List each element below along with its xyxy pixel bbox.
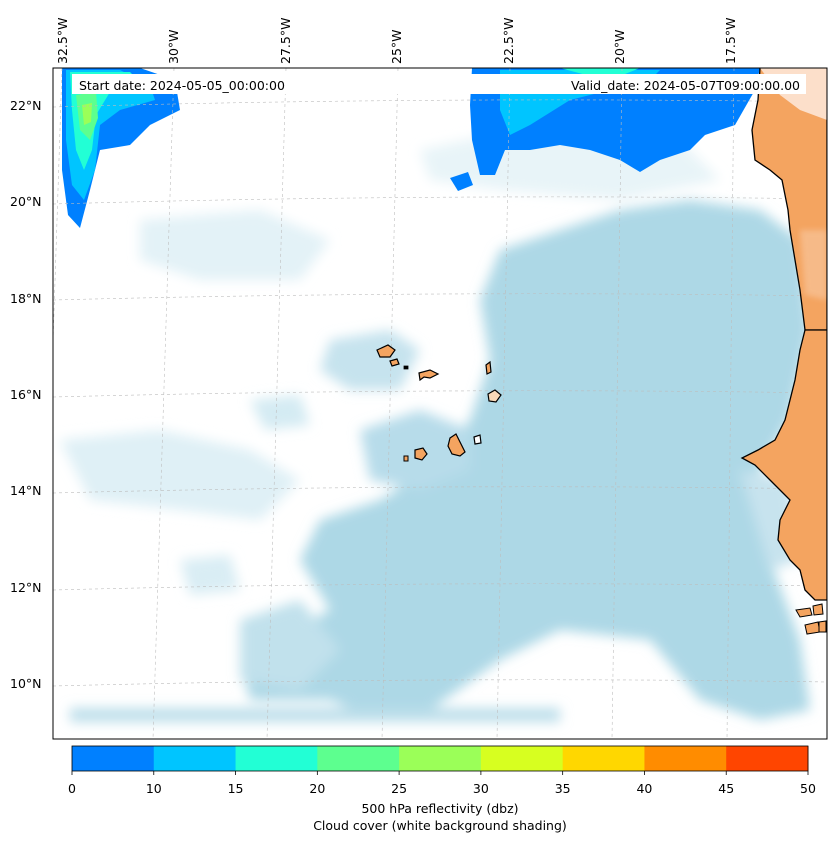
cloud-west-patch xyxy=(240,600,340,690)
lon-label-30w: 30°W xyxy=(166,29,181,64)
colorbar-tick-label: 50 xyxy=(800,781,816,796)
cloud-main-mass xyxy=(240,200,810,720)
sao-vicente-island xyxy=(389,358,400,367)
colorbar-tick-label: 40 xyxy=(636,781,653,796)
lon-label-25w: 25°W xyxy=(389,29,404,64)
colorbar-box xyxy=(644,746,727,771)
colorbar-tick-label: 0 xyxy=(68,781,76,796)
boa-vista-island xyxy=(487,389,502,403)
sal-island xyxy=(485,360,492,375)
bijagos-island-b xyxy=(812,603,824,616)
colorbar-sublabel: Cloud cover (white background shading) xyxy=(313,818,567,833)
lon-label-32-5w: 32.5°W xyxy=(55,17,70,64)
sao-nicolau-island xyxy=(418,369,440,382)
cloud-cover-layer xyxy=(60,120,810,722)
cloud-patch-b xyxy=(180,555,240,595)
cloud-patch-a xyxy=(250,395,310,430)
africa-coast-south xyxy=(740,329,827,601)
reflectivity-layer xyxy=(62,68,760,228)
reflectivity-small-cell xyxy=(450,172,473,191)
colorbar-box xyxy=(235,746,318,771)
colorbar-box xyxy=(399,746,482,771)
lat-label-14n: 14°N xyxy=(10,483,42,498)
cloud-mid-band xyxy=(320,330,420,390)
colorbar-box xyxy=(153,746,237,771)
brava-island xyxy=(403,455,409,462)
colorbar-tick-label: 20 xyxy=(309,781,326,796)
colorbar-box xyxy=(480,746,564,771)
lat-label-12n: 12°N xyxy=(10,580,42,595)
fogo-island xyxy=(414,447,428,461)
land-haze xyxy=(800,230,827,300)
valid-date-label: Valid_date: 2024-05-07T09:00:00.00 xyxy=(570,78,800,93)
reflectivity-west-peak xyxy=(82,103,92,125)
cloud-west-diffuse xyxy=(60,430,300,520)
colorbar-box xyxy=(317,746,400,771)
santa-luzia-island xyxy=(403,365,409,370)
lat-label-20n: 20°N xyxy=(10,194,42,209)
colorbar-tick-label: 25 xyxy=(391,781,408,796)
lon-label-20w: 20°W xyxy=(612,29,627,64)
santo-antao-island xyxy=(376,344,396,358)
colorbar-box xyxy=(726,746,809,771)
cloud-northwest-diffuse xyxy=(140,210,330,280)
bijagos-island-d xyxy=(818,620,827,633)
maio-island xyxy=(473,434,482,445)
lat-label-16n: 16°N xyxy=(10,387,42,402)
date-info-background xyxy=(72,74,806,94)
colorbar xyxy=(71,745,809,775)
colorbar-tick-label: 35 xyxy=(554,781,571,796)
lon-label-17-5w: 17.5°W xyxy=(723,17,738,64)
lat-label-22n: 22°N xyxy=(10,98,42,113)
cloud-south-strip xyxy=(70,708,560,722)
gridlines xyxy=(53,68,827,739)
lon-label-22-5w: 22.5°W xyxy=(501,17,516,64)
start-date-label: Start date: 2024-05-05_00:00:00 xyxy=(79,78,285,93)
bijagos-island-a xyxy=(795,607,813,618)
land-layer xyxy=(376,68,827,635)
colorbar-tick-label: 15 xyxy=(227,781,244,796)
colorbar-label: 500 hPa reflectivity (dbz) xyxy=(361,801,519,816)
colorbar-box xyxy=(72,746,155,771)
map-frame xyxy=(52,67,828,740)
colorbar-tick-label: 10 xyxy=(145,781,162,796)
colorbar-frame xyxy=(71,745,809,772)
lon-label-27-5w: 27.5°W xyxy=(278,17,293,64)
colorbar-tick-label: 45 xyxy=(718,781,735,796)
lat-label-18n: 18°N xyxy=(10,291,42,306)
lat-label-10n: 10°N xyxy=(10,676,42,691)
santiago-island xyxy=(447,433,466,457)
colorbar-tick-label: 30 xyxy=(472,781,489,796)
colorbar-box xyxy=(562,746,645,771)
